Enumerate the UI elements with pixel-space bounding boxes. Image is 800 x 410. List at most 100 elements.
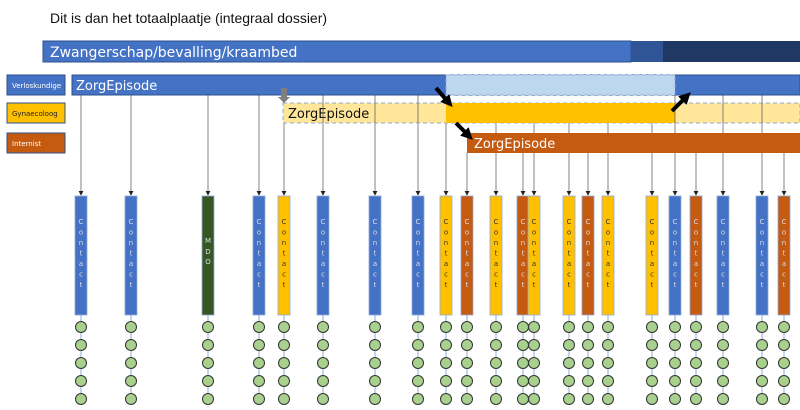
contact-label-char: a xyxy=(494,260,498,268)
contact-label-char: o xyxy=(257,229,261,237)
data-circle xyxy=(563,321,575,333)
data-circle xyxy=(778,357,790,369)
contact-label-char: o xyxy=(721,229,725,237)
contact-label-char: n xyxy=(673,239,677,247)
contact-label-char: n xyxy=(129,239,133,247)
data-circle xyxy=(756,375,768,387)
contact-label-char: c xyxy=(673,271,677,279)
data-circle xyxy=(602,339,614,351)
data-circle xyxy=(317,393,329,405)
contact-label-char: c xyxy=(257,271,261,279)
contact-label-char: c xyxy=(321,271,325,279)
data-circle xyxy=(717,375,729,387)
data-circle xyxy=(517,375,529,387)
contact-label-char: o xyxy=(782,229,786,237)
data-circle xyxy=(490,393,502,405)
top-bar-segment xyxy=(631,41,663,62)
data-circle xyxy=(75,339,87,351)
contact-label-char: o xyxy=(373,229,377,237)
data-circle xyxy=(778,375,790,387)
contact-label-char: t xyxy=(651,281,654,289)
data-circle xyxy=(778,393,790,405)
data-circle xyxy=(461,393,473,405)
data-circle xyxy=(317,357,329,369)
data-circle xyxy=(125,393,137,405)
contact-label-char: t xyxy=(466,281,469,289)
contact-label-char: o xyxy=(694,229,698,237)
contact-label-char: t xyxy=(445,281,448,289)
contact-label-char: t xyxy=(533,250,536,258)
legend-internist xyxy=(6,132,66,154)
contact-bar xyxy=(368,195,382,316)
contact-bar xyxy=(755,195,769,316)
data-circle xyxy=(75,357,87,369)
data-circle xyxy=(563,339,575,351)
data-circle xyxy=(278,357,290,369)
contact-label-char: t xyxy=(607,281,610,289)
contact-label-char: a xyxy=(465,260,469,268)
contact-label-char: o xyxy=(586,229,590,237)
data-circle xyxy=(440,375,452,387)
legend-label: Internist xyxy=(12,140,41,148)
contact-bar xyxy=(252,195,266,316)
contact-label-char: t xyxy=(258,250,261,258)
contact-label-char: t xyxy=(130,250,133,258)
contact-label-char: c xyxy=(586,271,590,279)
data-circle xyxy=(253,375,265,387)
contact-label-char: c xyxy=(416,271,420,279)
contact-label-char: t xyxy=(258,281,261,289)
contact-label-char: n xyxy=(650,239,654,247)
data-circle xyxy=(369,339,381,351)
contact-bar xyxy=(601,195,615,316)
contact-label-char: t xyxy=(568,250,571,258)
contact-bar xyxy=(527,195,541,316)
contact-label-char: t xyxy=(466,250,469,258)
contact-label-char: a xyxy=(567,260,571,268)
contact-bar xyxy=(201,195,215,316)
contact-label-char: a xyxy=(532,260,536,268)
data-circle xyxy=(75,321,87,333)
contact-label-char: t xyxy=(722,281,725,289)
data-circle xyxy=(461,357,473,369)
contact-label-char: t xyxy=(761,281,764,289)
contact-label-char: c xyxy=(650,271,654,279)
contact-label-char: t xyxy=(322,281,325,289)
contact-label-char: n xyxy=(694,239,698,247)
contact-label-char: t xyxy=(495,281,498,289)
transfer-arrow-icon xyxy=(434,86,453,108)
data-circle xyxy=(563,357,575,369)
contact-label-char: C xyxy=(257,218,262,226)
data-circle xyxy=(582,357,594,369)
contact-label-char: a xyxy=(650,260,654,268)
contact-label-char: t xyxy=(587,250,590,258)
contact-label-char: a xyxy=(416,260,420,268)
contact-label-char: t xyxy=(695,250,698,258)
data-circle xyxy=(202,375,214,387)
contact-bar xyxy=(411,195,425,316)
contact-label-char: C xyxy=(567,218,572,226)
contact-label-char: t xyxy=(322,250,325,258)
contact-bar xyxy=(581,195,595,316)
legend-label: Verloskundige xyxy=(12,82,61,90)
contact-label-char: n xyxy=(586,239,590,247)
data-circle xyxy=(490,375,502,387)
data-circle xyxy=(317,339,329,351)
data-circle xyxy=(202,393,214,405)
data-circle xyxy=(253,339,265,351)
contact-label-char: o xyxy=(465,229,469,237)
data-circle xyxy=(690,339,702,351)
data-circle xyxy=(202,321,214,333)
data-circle xyxy=(412,357,424,369)
transfer-arrow-icon xyxy=(454,121,473,140)
data-circle xyxy=(202,339,214,351)
